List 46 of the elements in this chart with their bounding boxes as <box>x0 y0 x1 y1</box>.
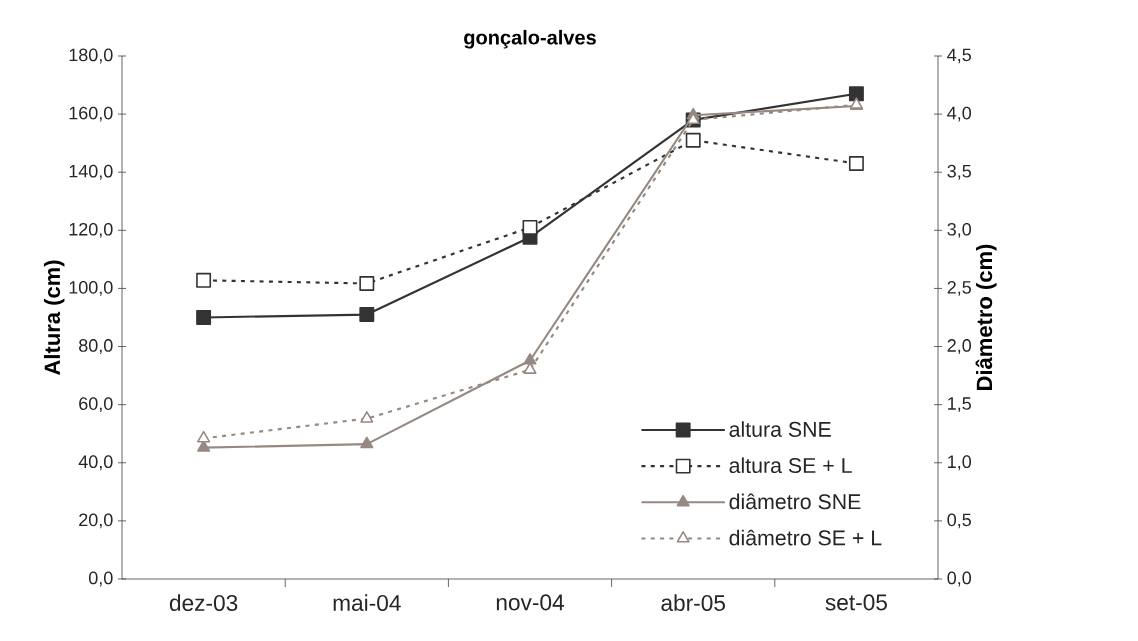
x-tick-label: abr-05 <box>661 594 725 612</box>
y-tick-label: 100,0 <box>69 281 113 296</box>
point <box>197 440 211 452</box>
y2-tick-label: 4,0 <box>947 106 972 122</box>
point <box>360 436 374 449</box>
y-tick-label: 160,0 <box>69 106 113 122</box>
point <box>359 307 375 323</box>
y2-tick-label: 3,0 <box>947 222 972 238</box>
legend-label: altura SE + L <box>729 457 852 474</box>
point <box>197 430 211 443</box>
y2-tick-label: 0,5 <box>947 513 971 529</box>
point <box>523 353 537 365</box>
x-tick-label: set-05 <box>825 594 887 611</box>
legend-label: altura SNE <box>729 421 831 437</box>
y2-axis-title: Diâmetro (cm) <box>975 244 997 390</box>
y2-tick-label: 0,0 <box>947 571 972 587</box>
y-tick-label: 0,0 <box>88 571 113 587</box>
y2-tick-label: 1,5 <box>948 397 971 412</box>
point <box>848 86 864 102</box>
y-tick-label: 60,0 <box>79 397 113 413</box>
point <box>848 156 864 171</box>
y2-tick-label: 2,5 <box>947 281 971 296</box>
point <box>523 362 537 374</box>
legend-label: diâmetro SNE <box>729 493 861 510</box>
y2-tick-label: 2,0 <box>947 339 972 354</box>
point <box>196 310 212 325</box>
legend-label: diâmetro SE + L <box>729 529 882 546</box>
y2-tick-label: 4,5 <box>947 48 971 64</box>
x-tick-label: mai-04 <box>333 594 401 612</box>
y2-tick-label: 3,5 <box>947 164 971 180</box>
y-tick-label: 80,0 <box>79 339 113 354</box>
y-tick-label: 20,0 <box>79 513 113 529</box>
y-tick-label: 120,0 <box>69 222 113 238</box>
point <box>359 276 375 291</box>
y2-tick-label: 1,0 <box>948 455 972 471</box>
point <box>360 411 374 423</box>
x-tick-label: nov-04 <box>496 594 564 611</box>
point <box>196 272 212 288</box>
point <box>685 132 701 148</box>
y-tick-label: 40,0 <box>78 455 113 471</box>
y-tick-label: 140,0 <box>69 164 113 180</box>
y-tick-label: 180,0 <box>69 48 113 64</box>
chart-title: gonçalo-alves <box>464 29 596 49</box>
point <box>522 219 538 235</box>
y-axis-title: Altura (cm) <box>43 260 65 376</box>
x-tick-label: dez-03 <box>169 594 238 612</box>
